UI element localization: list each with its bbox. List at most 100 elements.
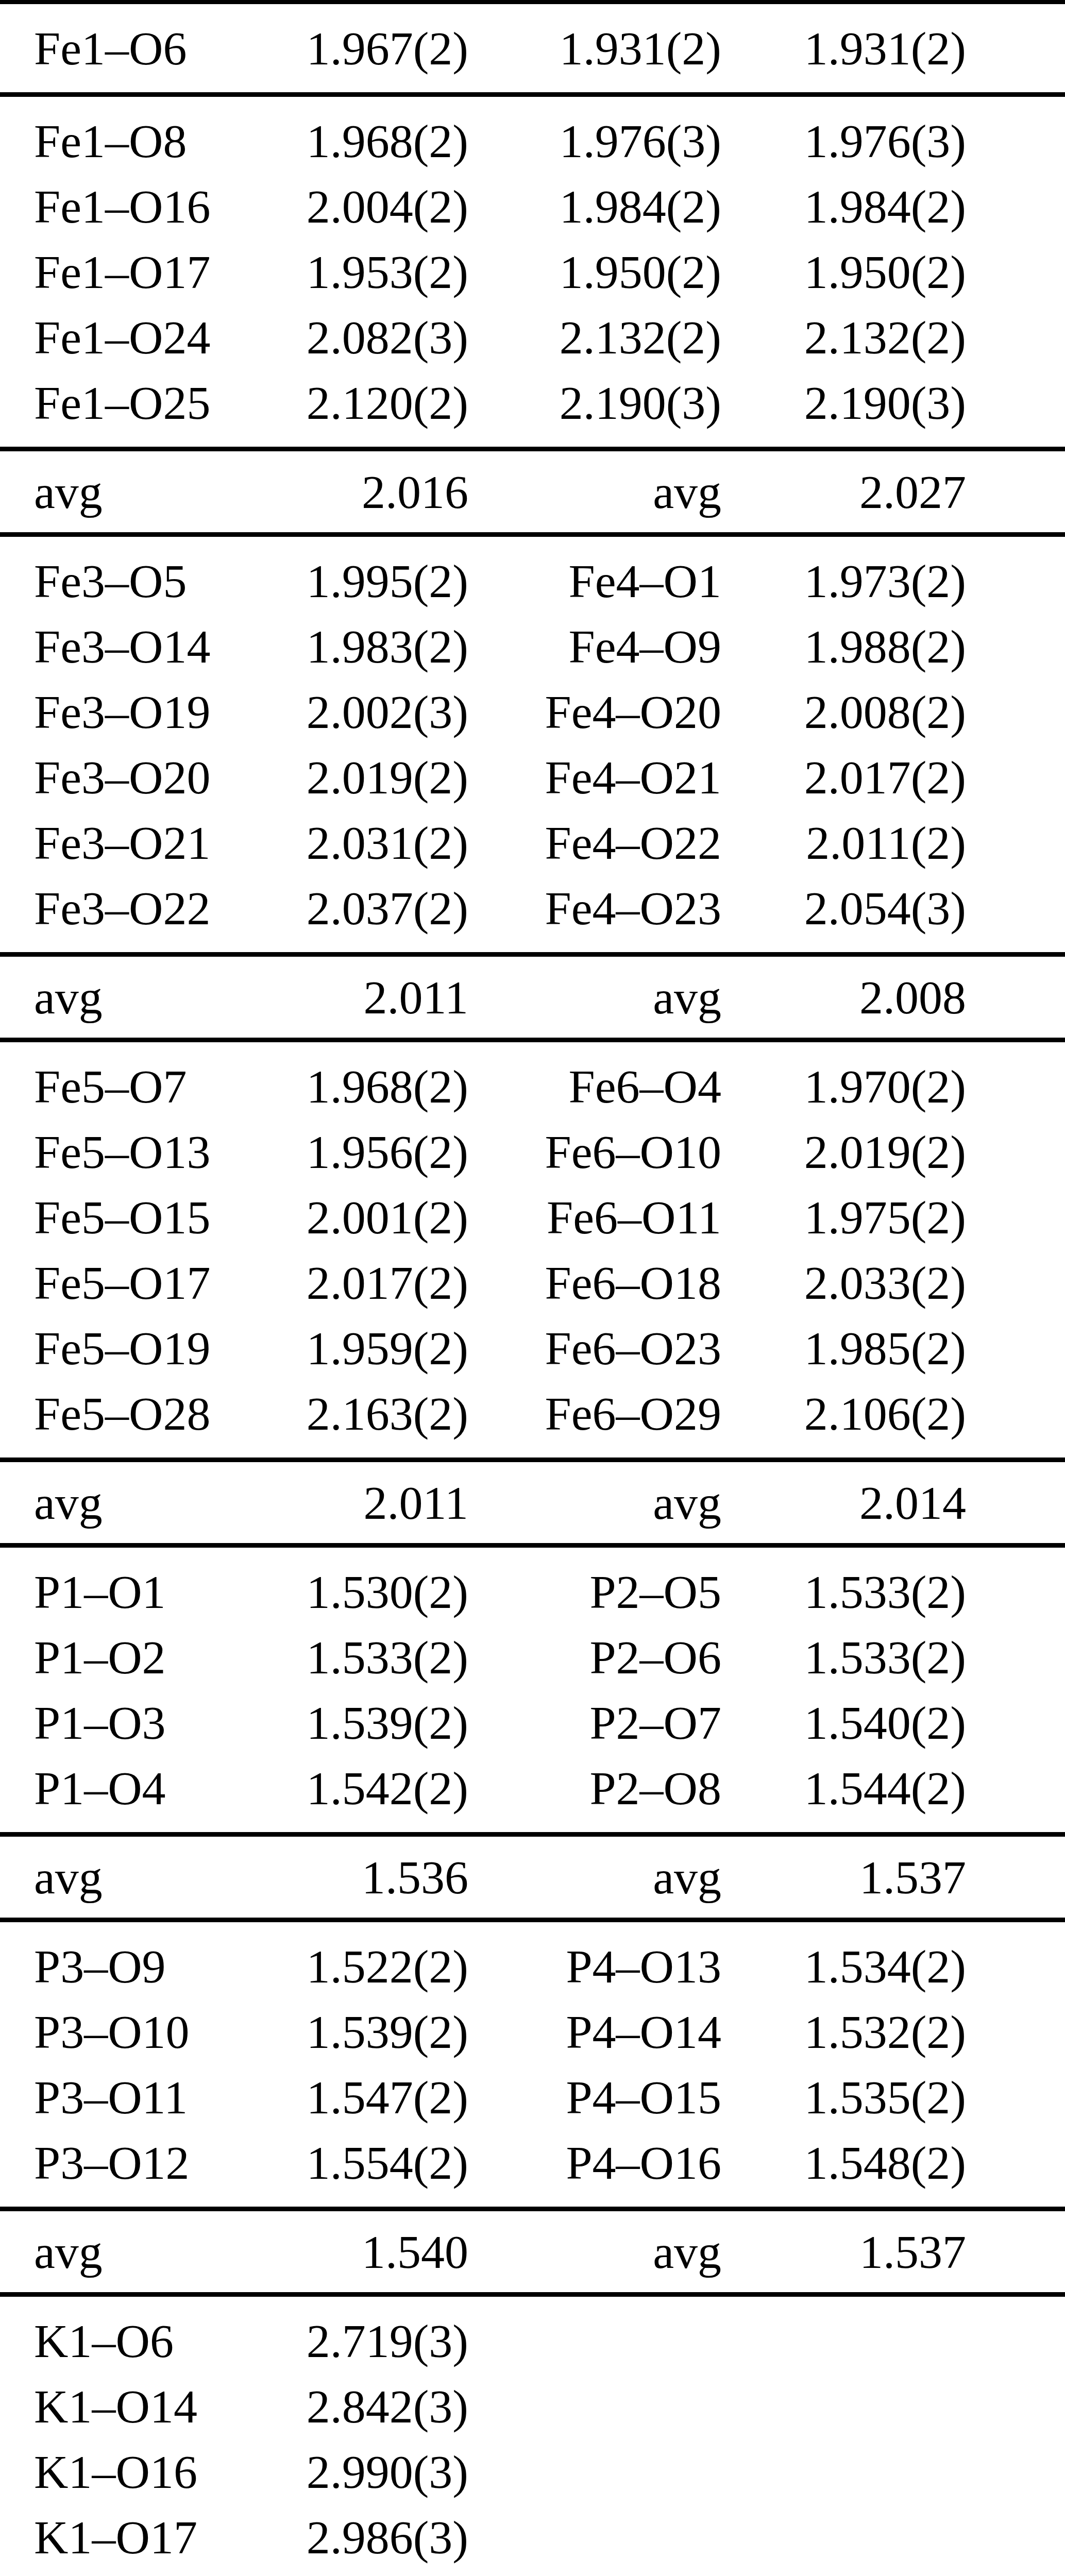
distance-value-cell: 1.533(2) — [721, 1624, 966, 1690]
bond-label-cell: Fe5–O13 — [0, 1119, 256, 1184]
distance-value-cell: 2.190(3) — [468, 370, 721, 447]
margin-filler-cell — [966, 97, 1065, 174]
section-divider-rule — [0, 447, 1065, 451]
margin-filler-cell — [966, 2297, 1065, 2374]
table-row: Fe5–O71.968(2)Fe6–O41.970(2) — [0, 1042, 1065, 1119]
avg-value-cell: 1.537 — [721, 1837, 966, 1918]
avg-label-cell: avg — [468, 957, 721, 1038]
distance-value-cell: 2.132(2) — [468, 304, 721, 370]
table-row: Fe3–O51.995(2)Fe4–O11.973(2) — [0, 537, 1065, 614]
bond-label-cell: Fe5–O19 — [0, 1315, 256, 1381]
table-row: Fe5–O282.163(2)Fe6–O292.106(2) — [0, 1381, 1065, 1458]
margin-filler-cell — [966, 1999, 1065, 2064]
avg-label-cell: avg — [468, 1837, 721, 1918]
section-divider-rule — [0, 532, 1065, 537]
distance-value-cell: 2.986(3) — [256, 2504, 468, 2570]
section-divider-rule — [0, 1458, 1065, 1462]
bond-label-cell: P4–O13 — [468, 1922, 721, 1999]
margin-filler-cell — [966, 1250, 1065, 1315]
bond-label-cell: Fe4–O1 — [468, 537, 721, 614]
avg-label-cell: avg — [0, 2211, 256, 2292]
margin-filler-cell — [966, 370, 1065, 447]
bond-label-cell: P2–O6 — [468, 1624, 721, 1690]
average-row: avg2.011avg2.014 — [0, 1462, 1065, 1543]
distance-value-cell: 1.970(2) — [721, 1042, 966, 1119]
avg-value-cell: 2.008 — [721, 957, 966, 1038]
avg-label-cell: avg — [0, 1462, 256, 1543]
avg-label-cell: avg — [468, 451, 721, 532]
bond-label-cell: Fe6–O11 — [468, 1184, 721, 1250]
table-row: Fe5–O131.956(2)Fe6–O102.019(2) — [0, 1119, 1065, 1184]
distance-value-cell: 1.548(2) — [721, 2130, 966, 2207]
bond-label-cell: Fe3–O20 — [0, 744, 256, 810]
distance-value-cell: 2.719(3) — [256, 2297, 468, 2374]
distance-value-cell: 2.054(3) — [721, 875, 966, 952]
margin-filler-cell — [966, 1837, 1065, 1918]
section-divider-rule — [0, 1038, 1065, 1042]
distance-value-cell: 1.931(2) — [468, 4, 721, 92]
margin-filler-cell — [966, 1184, 1065, 1250]
bond-label-cell: K1–O17 — [0, 2504, 256, 2570]
section-divider-rule — [0, 2292, 1065, 2297]
bond-label-cell: Fe5–O17 — [0, 1250, 256, 1315]
distance-value-cell: 1.968(2) — [256, 97, 468, 174]
distance-value-cell: 1.984(2) — [721, 174, 966, 239]
average-row: avg2.016avg2.027 — [0, 451, 1065, 532]
margin-filler-cell — [966, 2064, 1065, 2130]
bond-label-cell: K1–O6 — [0, 2297, 256, 2374]
margin-filler-cell — [966, 1462, 1065, 1543]
bond-label-cell: Fe3–O21 — [0, 810, 256, 875]
distance-value-cell: 2.011(2) — [721, 810, 966, 875]
table-row: Fe1–O171.953(2)1.950(2)1.950(2) — [0, 239, 1065, 304]
distance-value-cell: 1.540(2) — [721, 1690, 966, 1755]
margin-filler-cell — [966, 304, 1065, 370]
margin-filler-cell — [966, 239, 1065, 304]
section-divider-rule — [0, 532, 1065, 537]
margin-filler-cell — [966, 679, 1065, 744]
distance-value-cell — [721, 2374, 966, 2439]
table-row: Fe1–O242.082(3)2.132(2)2.132(2) — [0, 304, 1065, 370]
bond-label-cell: Fe1–O8 — [0, 97, 256, 174]
distance-value-cell: 2.019(2) — [721, 1119, 966, 1184]
bond-label-cell: Fe3–O22 — [0, 875, 256, 952]
section-divider-rule — [0, 92, 1065, 97]
distance-value-cell: 1.976(3) — [468, 97, 721, 174]
bond-label-cell: P1–O2 — [0, 1624, 256, 1690]
margin-filler-cell — [966, 1690, 1065, 1755]
table-row: Fe3–O212.031(2)Fe4–O222.011(2) — [0, 810, 1065, 875]
avg-value-cell: 1.540 — [256, 2211, 468, 2292]
distance-value-cell: 2.017(2) — [256, 1250, 468, 1315]
distance-value-cell: 1.950(2) — [721, 239, 966, 304]
distance-value-cell: 2.106(2) — [721, 1381, 966, 1458]
distance-value-cell: 1.534(2) — [721, 1922, 966, 1999]
bond-label-cell: K1–O21 — [0, 2570, 256, 2576]
table-row: Fe3–O202.019(2)Fe4–O212.017(2) — [0, 744, 1065, 810]
bond-label-cell: P3–O11 — [0, 2064, 256, 2130]
distance-value-cell: 1.985(2) — [721, 1315, 966, 1381]
distance-value-cell: 2.082(3) — [256, 304, 468, 370]
table-top-rule — [0, 0, 1065, 4]
distance-value-cell: 1.956(2) — [256, 1119, 468, 1184]
bond-label-cell — [468, 2570, 721, 2576]
avg-value-cell: 1.537 — [721, 2211, 966, 2292]
table-row: P3–O101.539(2)P4–O141.532(2) — [0, 1999, 1065, 2064]
section-divider-rule — [0, 1918, 1065, 1922]
distance-value-cell: 2.132(2) — [721, 304, 966, 370]
bond-label-cell: P4–O14 — [468, 1999, 721, 2064]
distance-value-cell: 2.008(2) — [721, 679, 966, 744]
distance-value-cell: 1.950(2) — [468, 239, 721, 304]
distance-value-cell: 1.988(2) — [721, 614, 966, 679]
section-divider-rule — [0, 952, 1065, 957]
average-row: avg1.540avg1.537 — [0, 2211, 1065, 2292]
section-divider-rule — [0, 447, 1065, 451]
avg-label-cell: avg — [0, 957, 256, 1038]
distance-value-cell: 1.522(2) — [256, 1922, 468, 1999]
margin-filler-cell — [966, 2439, 1065, 2504]
avg-value-cell: 2.011 — [256, 957, 468, 1038]
margin-filler-cell — [966, 744, 1065, 810]
section-divider-rule — [0, 952, 1065, 957]
bond-table-body: Fe1–O61.967(2)1.931(2)1.931(2)Fe1–O81.96… — [0, 0, 1065, 2576]
distance-value-cell: 1.967(2) — [256, 4, 468, 92]
margin-filler-cell — [966, 614, 1065, 679]
distance-value-cell: 2.120(2) — [256, 370, 468, 447]
